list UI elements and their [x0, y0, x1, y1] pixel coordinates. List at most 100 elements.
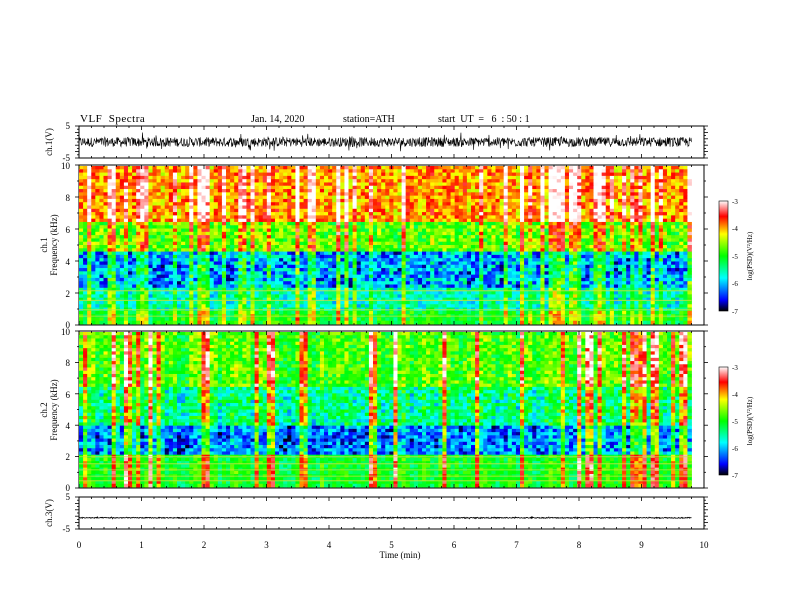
spectrogram-cell: [540, 182, 545, 187]
spectrogram-cell: [466, 195, 472, 200]
spectrogram-cell: [413, 172, 419, 177]
spectrogram-cell: [683, 248, 688, 252]
spectrogram-cell: [426, 251, 431, 256]
spectrogram-cell: [99, 175, 104, 180]
spectrogram-cell: [344, 271, 349, 276]
spectrogram-cell: [397, 248, 402, 252]
spectrogram-cell: [291, 189, 296, 193]
spectrogram-cell: [536, 166, 541, 170]
spectrogram-cell: [181, 205, 186, 210]
spectrogram-cell: [524, 215, 529, 220]
spectrogram-cell: [107, 202, 113, 206]
spectrogram-cell: [193, 172, 198, 177]
spectrogram-cell: [581, 212, 586, 216]
spectrogram-cell: [683, 185, 688, 190]
spectrogram-cell: [491, 261, 496, 266]
spectrogram-cell: [573, 271, 578, 276]
spectrogram-cell: [573, 254, 578, 259]
spectrogram-cell: [503, 189, 509, 193]
spectrogram-cell: [364, 169, 370, 173]
spectrogram-cell: [238, 254, 243, 259]
spectrogram-cell: [246, 268, 251, 272]
spectrogram-cell: [193, 221, 198, 226]
spectrogram-cell: [462, 221, 468, 226]
spectrogram-cell: [299, 264, 304, 269]
spectrogram-cell: [413, 215, 419, 220]
spectrogram-cell: [397, 241, 402, 246]
spectrogram-cell: [168, 212, 174, 216]
spectrogram-cell: [360, 175, 366, 180]
spectrogram-cell: [266, 241, 272, 246]
spectrogram-cell: [360, 195, 366, 200]
spectrogram-cell: [573, 175, 578, 180]
spectrogram-cell: [319, 185, 325, 190]
spectrogram-cell: [360, 169, 366, 173]
spectrogram-cell: [556, 231, 562, 236]
spectrogram-cell: [217, 274, 223, 279]
spectrogram-cell: [189, 241, 194, 246]
spectrogram-cell: [328, 218, 333, 223]
spectrogram-cell: [409, 254, 415, 259]
spectrogram-cell: [258, 251, 264, 256]
spectrogram-cell: [152, 166, 157, 170]
spectrogram-cell: [426, 218, 431, 223]
spectrogram-cell: [140, 172, 145, 177]
spectrogram-cell: [344, 264, 349, 269]
spectrogram-cell: [221, 271, 227, 276]
spectrogram-cell: [258, 245, 264, 249]
spectrogram-cell: [679, 248, 684, 252]
spectrogram-cell: [532, 212, 537, 216]
spectrogram-cell: [381, 198, 386, 203]
spectrogram-cell: [160, 254, 166, 259]
spectrogram-cell: [119, 251, 125, 256]
spectrogram-cell: [311, 192, 317, 197]
spectrogram-cell: [299, 251, 304, 256]
spectrogram-cell: [483, 192, 488, 197]
spectrogram-cell: [332, 258, 337, 262]
spectrogram-cell: [172, 271, 178, 276]
spectrogram-cell: [242, 231, 247, 236]
spectrogram-cell: [315, 254, 321, 259]
spectrogram-cell: [79, 221, 84, 226]
spectrogram-cell: [454, 215, 460, 220]
spectrogram-cell: [605, 228, 611, 233]
spectrogram-cell: [569, 175, 574, 180]
spectrogram-cell: [389, 264, 394, 269]
spectrogram-cell: [511, 251, 517, 256]
spectrogram-cell: [630, 169, 635, 173]
spectrogram-cell: [450, 215, 456, 220]
spectrogram-cell: [226, 231, 231, 236]
spectrogram-cell: [136, 221, 141, 226]
spectrogram-cell: [466, 264, 472, 269]
spectrogram-cell: [389, 221, 394, 226]
spectrogram-cell: [462, 202, 468, 206]
spectrogram-cell: [295, 238, 300, 243]
spectrogram-cell: [205, 258, 211, 262]
spectrogram-cell: [503, 172, 509, 177]
spectrogram-cell: [528, 221, 533, 226]
spectrogram-cell: [140, 251, 145, 256]
spectrogram-cell: [340, 221, 345, 226]
spectrogram-cell: [156, 238, 162, 243]
spectrogram-cell: [140, 228, 145, 233]
spectrogram-cell: [564, 189, 570, 193]
spectrogram-cell: [569, 166, 574, 170]
spectrogram-cell: [148, 235, 153, 239]
spectrogram-cell: [581, 179, 586, 183]
spectrogram-cell: [107, 182, 113, 187]
spectrogram-cell: [377, 195, 382, 200]
spectrogram-cell: [242, 235, 247, 239]
spectrogram-cell: [275, 215, 280, 220]
spectrogram-cell: [83, 185, 88, 190]
spectrogram-cell: [393, 192, 398, 197]
spectrogram-cell: [373, 172, 378, 177]
spectrogram-cell: [524, 261, 529, 266]
spectrogram-cell: [630, 212, 635, 216]
spectrogram-cell: [181, 221, 186, 226]
spectrogram-cell: [181, 228, 186, 233]
spectrogram-cell: [642, 215, 647, 220]
spectrogram-cell: [589, 198, 594, 203]
spectrogram-cell: [450, 268, 456, 272]
spectrogram-cell: [226, 245, 231, 249]
spectrogram-cell: [254, 245, 260, 249]
